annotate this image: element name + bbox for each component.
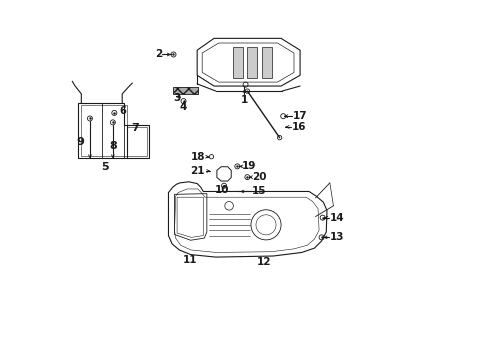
Text: 18: 18 xyxy=(190,152,204,162)
Text: 7: 7 xyxy=(131,123,139,133)
Text: 6: 6 xyxy=(120,106,126,116)
Text: 8: 8 xyxy=(109,141,117,151)
Polygon shape xyxy=(247,47,257,78)
Text: 14: 14 xyxy=(329,213,344,222)
Text: 4: 4 xyxy=(180,102,187,112)
Text: 17: 17 xyxy=(292,111,307,121)
Text: 11: 11 xyxy=(183,255,197,265)
Polygon shape xyxy=(173,87,198,94)
Text: 13: 13 xyxy=(329,232,344,242)
Text: 5: 5 xyxy=(101,162,109,172)
Text: 15: 15 xyxy=(251,186,265,197)
Polygon shape xyxy=(233,47,243,78)
Text: 2: 2 xyxy=(155,49,162,59)
Text: 16: 16 xyxy=(292,122,306,132)
Polygon shape xyxy=(261,47,271,78)
Text: 10: 10 xyxy=(214,185,229,195)
Text: 1: 1 xyxy=(241,95,247,105)
Text: 9: 9 xyxy=(77,137,84,147)
Text: 12: 12 xyxy=(257,257,271,267)
Text: 20: 20 xyxy=(251,172,265,182)
Text: 21: 21 xyxy=(190,166,204,176)
Text: 3: 3 xyxy=(173,93,181,103)
Text: 19: 19 xyxy=(241,161,256,171)
